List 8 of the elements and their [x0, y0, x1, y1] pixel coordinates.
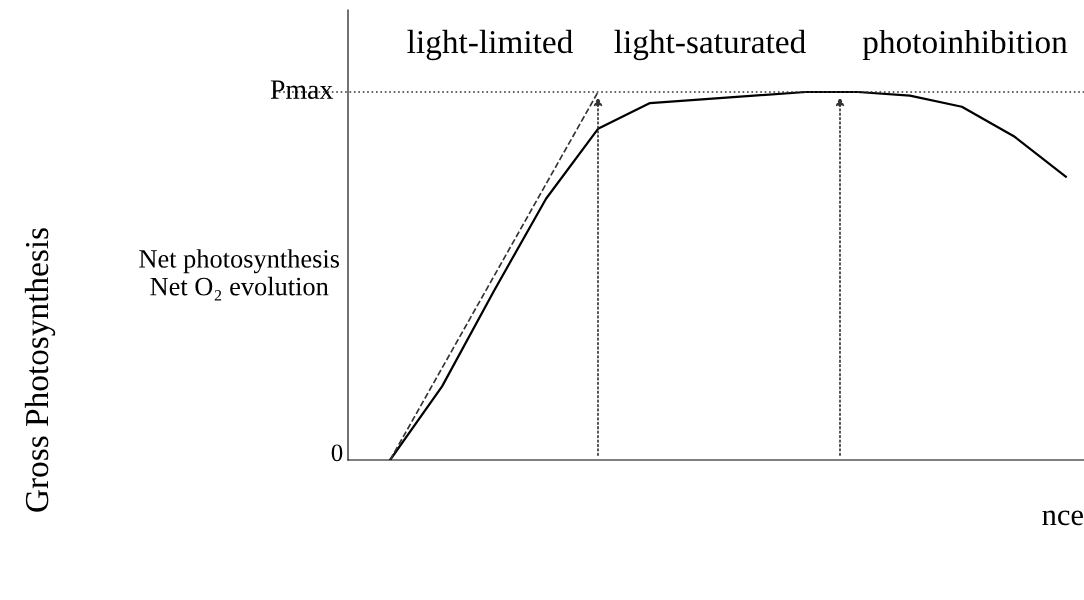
- text: light-saturated: [614, 29, 806, 61]
- text: photoinhibition: [862, 29, 1068, 61]
- text: light-limited: [407, 29, 573, 61]
- y-axis-title: Net photosynthesis Net O₂ evolution: [139, 249, 340, 301]
- text: Gross Photosynthesis: [24, 228, 56, 512]
- text: 0: [331, 444, 343, 462]
- ref-line-label: Pmax: [270, 80, 333, 99]
- x-axis-title: nce: [1042, 510, 1083, 526]
